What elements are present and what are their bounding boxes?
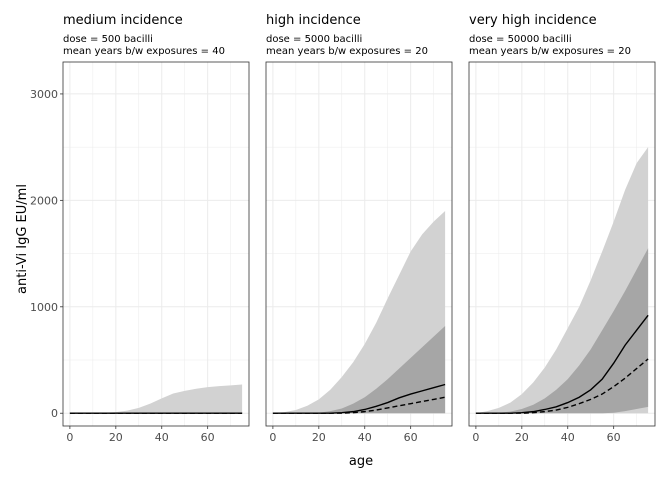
x-tick-label: 60 <box>201 431 215 444</box>
panel-subtitle-interval: mean years b/w exposures = 40 <box>63 46 225 57</box>
mean-line <box>272 396 446 414</box>
panel-title: very high incidence <box>469 13 597 28</box>
x-tick-label: 60 <box>607 431 621 444</box>
panel-title: high incidence <box>266 13 361 28</box>
panel-subtitle-dose: dose = 5000 bacilli <box>266 34 362 45</box>
facet-panel: very high incidence dose = 50000 bacillim… <box>468 13 656 427</box>
x-axes: 0 20 40 60 0 20 40 60 0 20 40 60 <box>66 426 621 444</box>
x-tick-label: 40 <box>155 431 169 444</box>
inner-interval-band <box>272 325 446 414</box>
panel-title: medium incidence <box>63 13 183 28</box>
y-tick-label: 2000 <box>30 194 58 207</box>
panel-border <box>62 61 250 427</box>
panel-border <box>468 61 656 427</box>
x-axis: 0 20 40 60 <box>66 426 215 444</box>
panel-subtitle-dose: dose = 50000 bacilli <box>469 34 572 45</box>
panel-subtitle-interval: mean years b/w exposures = 20 <box>266 46 428 57</box>
x-tick-label: 0 <box>269 431 276 444</box>
x-tick-label: 60 <box>404 431 418 444</box>
x-tick-label: 40 <box>561 431 575 444</box>
panel-background <box>63 62 249 426</box>
panel-subtitle-dose: dose = 500 bacilli <box>63 34 153 45</box>
inner-interval-band <box>475 248 649 414</box>
x-axis: 0 20 40 60 <box>269 426 418 444</box>
mean-line <box>475 358 649 414</box>
x-tick-label: 20 <box>312 431 326 444</box>
x-tick-label: 20 <box>109 431 123 444</box>
outer-interval-band <box>272 211 446 414</box>
x-axis-title: age <box>349 454 373 469</box>
x-tick-label: 20 <box>515 431 529 444</box>
y-axis: 0 1000 2000 3000 <box>30 88 63 420</box>
x-tick-label: 40 <box>358 431 372 444</box>
x-tick-label: 0 <box>472 431 479 444</box>
outer-interval-band <box>69 384 243 414</box>
x-tick-label: 0 <box>66 431 73 444</box>
x-axis: 0 20 40 60 <box>472 426 621 444</box>
y-tick-label: 3000 <box>30 88 58 101</box>
y-tick-label: 0 <box>51 407 58 420</box>
y-axis-title: anti-Vi IgG EU/ml <box>15 184 30 294</box>
panel-border <box>265 61 453 427</box>
y-tick-label: 1000 <box>30 301 58 314</box>
panel-subtitle-interval: mean years b/w exposures = 20 <box>469 46 631 57</box>
